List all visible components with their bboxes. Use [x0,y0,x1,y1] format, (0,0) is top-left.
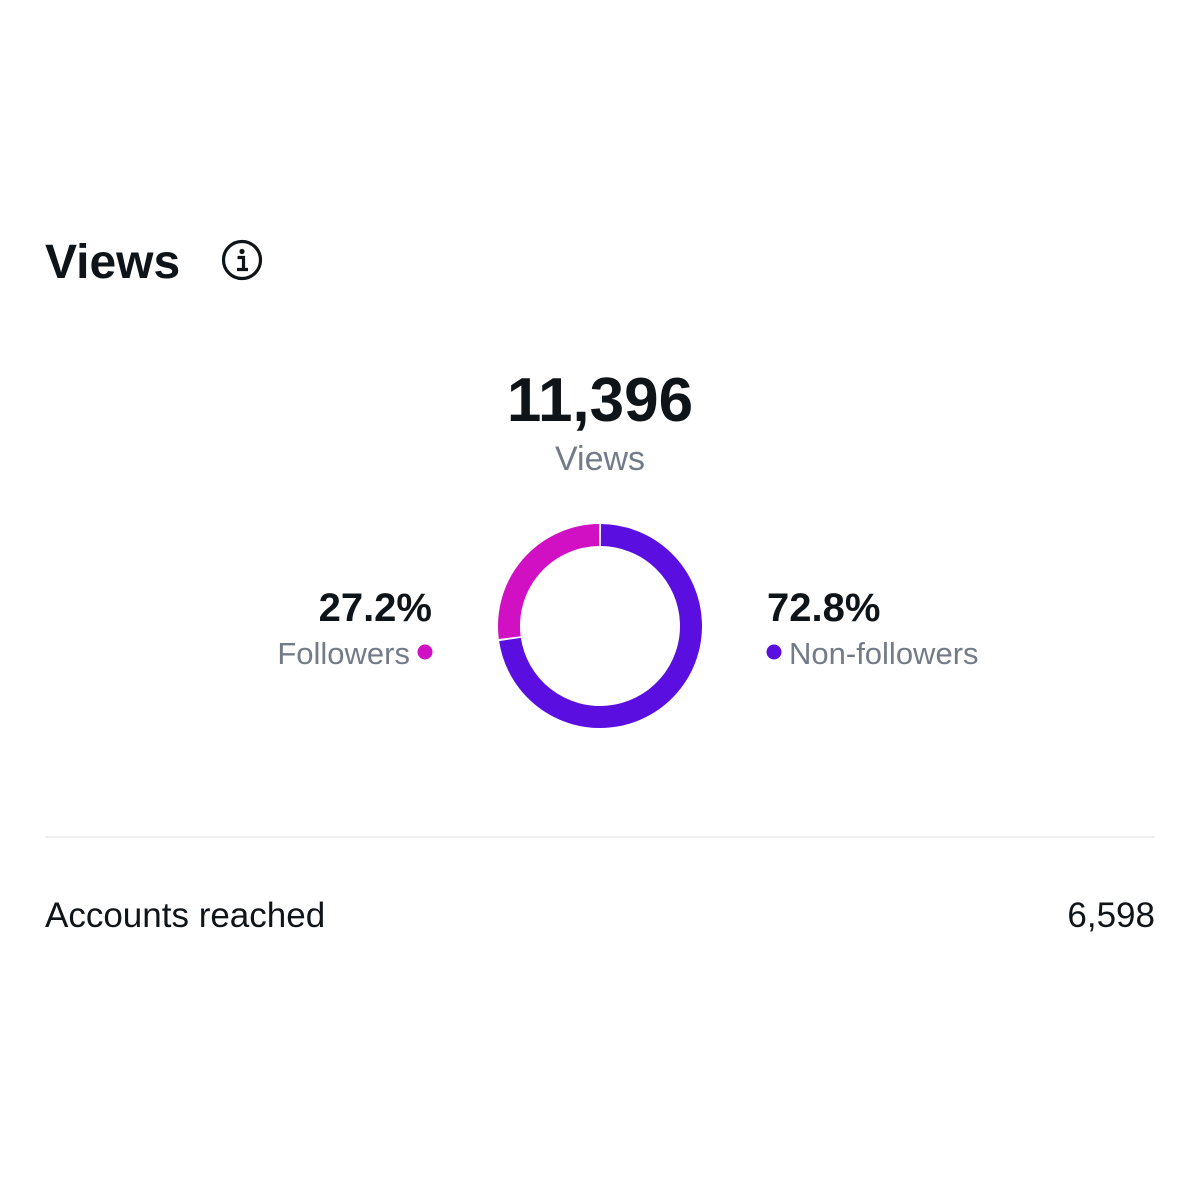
metric-value: 6,598 [1067,896,1155,935]
segment-percent: 72.8% [767,586,880,630]
legend-dot [766,644,782,660]
info-icon[interactable] [221,239,263,281]
donut-segment [499,524,702,728]
legend-label: Followers [277,636,410,671]
info-icon-dot [239,248,245,255]
segment-percent: 27.2% [319,586,432,630]
donut-segment [498,524,600,639]
donut-chart: 27.2% Followers 72.8% Non-followers [277,524,979,728]
info-icon-stem [237,255,248,272]
info-icon-circle [221,239,263,281]
total-label: Views [555,440,645,478]
legend-dot [417,644,433,660]
metric-label: Accounts reached [45,896,325,935]
section-title: Views [45,236,180,289]
total-value: 11,396 [507,366,693,435]
legend-label: Non-followers [789,636,979,671]
